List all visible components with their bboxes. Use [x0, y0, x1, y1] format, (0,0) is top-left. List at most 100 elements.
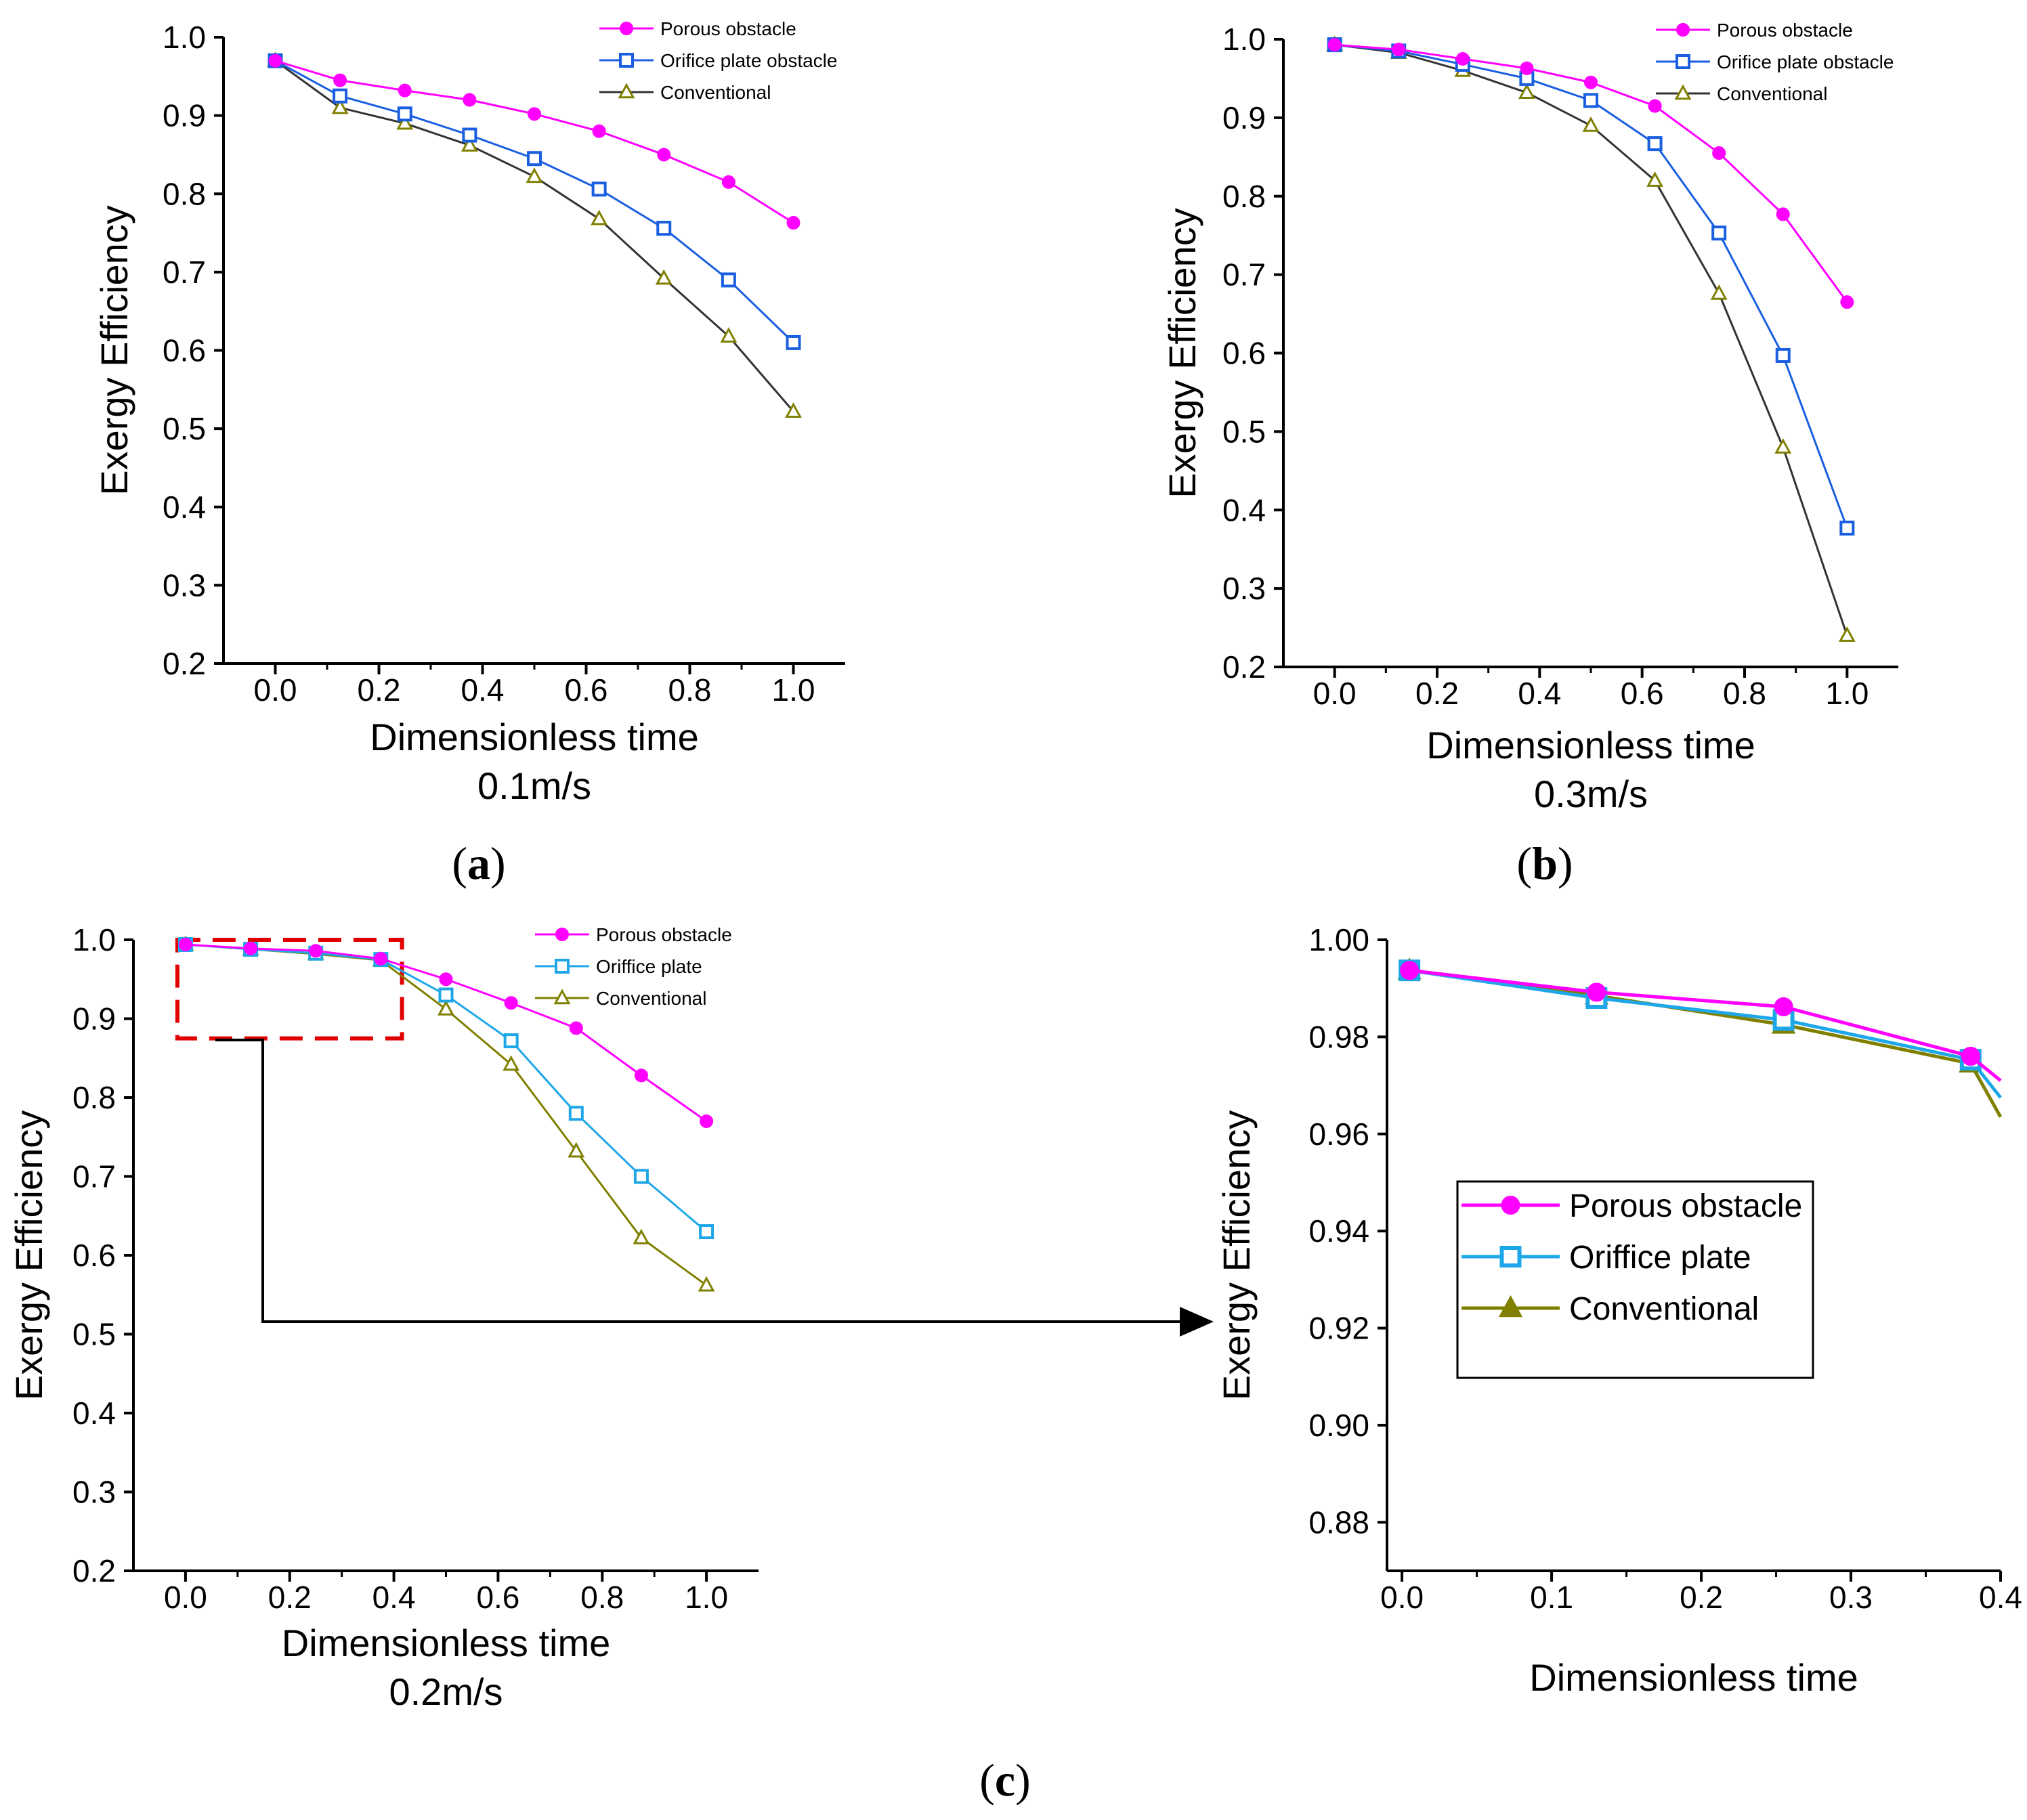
legend-marker-triangle [1498, 1295, 1523, 1318]
data-point-circle [1648, 99, 1662, 113]
y-tick-label: 0.98 [1308, 1019, 1369, 1054]
chart-subtitle: 0.2m/s [389, 1670, 503, 1713]
data-point-triangle [1582, 116, 1600, 132]
series-line-triangle [1334, 43, 1848, 636]
legend-label: Orifice plate obstacle [660, 50, 837, 71]
legend-label: Conventional [1717, 83, 1827, 104]
x-tick-label: 0.4 [1518, 676, 1561, 711]
legend-label: Porous obstacle [596, 924, 732, 945]
x-tick-label: 0.6 [1621, 676, 1664, 711]
data-point-square [721, 272, 736, 288]
data-point-square [1647, 136, 1663, 152]
chart-a: 0.2 0.3 0.4 0.5 0.6 0.7 0.8 0.9 1.0 0.0 0.2 0.4 0.6 0… [93, 18, 845, 807]
y-tick-label: 0.92 [1308, 1311, 1369, 1346]
series-line-square [274, 60, 794, 344]
legend-marker-triangle [553, 989, 571, 1005]
data-point-triangle [633, 1228, 650, 1244]
data-point-square [527, 151, 542, 167]
chart-b: 0.2 0.3 0.4 0.5 0.6 0.7 0.8 0.9 1.0 0.0 0.2 0.4 0.6 0… [1161, 20, 1898, 815]
data-point-triangle [591, 209, 608, 225]
data-point-square [633, 1169, 649, 1184]
data-point-triangle [438, 1000, 454, 1016]
y-tick-label: 0.4 [163, 490, 206, 525]
data-point-circle [592, 124, 606, 138]
series-line-circle [1409, 968, 2002, 1082]
y-tick-label: 1.0 [1222, 22, 1266, 57]
panel-label-c: (c) [979, 1754, 1031, 1806]
y-tick-label: 0.94 [1308, 1213, 1369, 1249]
legend-marker-triangle [618, 83, 635, 99]
y-tick-label: 0.3 [72, 1475, 116, 1510]
y-tick-label: 0.5 [163, 411, 206, 446]
x-tick-label: 0.3 [1829, 1580, 1873, 1615]
legend-label: Porous obstacle [1717, 20, 1853, 41]
x-tick-label: 0.0 [254, 672, 297, 708]
data-point-triangle [331, 98, 349, 114]
x-tick-label: 0.4 [461, 672, 505, 708]
data-point-square [1775, 347, 1791, 363]
legend-marker-square [1676, 54, 1690, 69]
data-point-triangle [396, 114, 414, 130]
data-point-circle [1392, 43, 1406, 57]
legend-label: Porous obstacle [1569, 1188, 1802, 1224]
y-tick-label: 1.0 [72, 922, 116, 957]
x-tick-label: 0.8 [1723, 676, 1766, 711]
x-tick-label: 1.0 [1825, 676, 1869, 711]
x-tick-label: 0.2 [1680, 1580, 1723, 1615]
chart-subtitle: 0.3m/s [1534, 773, 1648, 815]
data-point-circle [657, 148, 671, 162]
legend-marker-square [619, 53, 634, 68]
y-tick-label: 1.00 [1308, 922, 1369, 957]
y-tick-label: 0.5 [72, 1317, 116, 1352]
y-axis-title: Exergy Efficiency [93, 205, 135, 495]
data-point-square [1583, 93, 1598, 108]
data-point-square [397, 106, 412, 122]
legend-label: Orifice plate obstacle [1717, 51, 1894, 72]
y-tick-label: 0.7 [163, 255, 206, 290]
chart-c-left: 0.2 0.3 0.4 0.5 0.6 0.7 0.8 0.9 1.0 0.0 0.2 0.4 0.6 0… [7, 922, 759, 1713]
x-tick-label: 0.6 [565, 672, 608, 708]
legend-marker-triangle [1674, 84, 1692, 100]
y-tick-label: 0.8 [1222, 179, 1266, 214]
data-point-circle [504, 996, 518, 1010]
data-point-triangle [1774, 438, 1792, 454]
legend-label: Conventional [660, 82, 771, 103]
y-tick-label: 0.7 [72, 1159, 116, 1194]
data-point-circle [786, 216, 801, 230]
x-tick-label: 0.4 [372, 1580, 416, 1615]
y-tick-label: 0.9 [72, 1001, 116, 1037]
data-point-triangle [1518, 83, 1535, 100]
chart-c-zoom: 0.88 0.90 0.92 0.94 0.96 0.98 1.00 0.0 0.1 0.2 0.3… [1215, 922, 2022, 1699]
y-axis-title: Exergy Efficiency [1161, 208, 1203, 498]
zoom-connector-line [215, 1039, 1192, 1323]
data-point-square [591, 181, 607, 197]
y-tick-label: 0.6 [72, 1238, 116, 1273]
y-tick-label: 0.6 [1222, 336, 1266, 371]
x-axis-title: Dimensionless time [1529, 1656, 1858, 1699]
data-point-triangle [655, 269, 673, 285]
series-line-square [1409, 968, 2002, 1099]
y-tick-label: 1.0 [163, 20, 206, 55]
data-point-triangle [461, 136, 478, 152]
y-tick-label: 0.9 [1222, 100, 1266, 135]
x-tick-label: 0.6 [476, 1580, 519, 1615]
data-point-square [333, 88, 348, 104]
x-tick-label: 0.2 [1415, 676, 1459, 711]
data-point-square [656, 221, 672, 236]
panel-label-b: (b) [1516, 838, 1573, 889]
data-point-circle [1776, 207, 1790, 221]
y-tick-label: 0.88 [1308, 1504, 1369, 1540]
data-point-circle [244, 941, 258, 955]
chart-subtitle: 0.1m/s [477, 764, 591, 807]
y-axis-title: Exergy Efficiency [1215, 1110, 1258, 1400]
data-point-circle [463, 93, 477, 107]
y-tick-label: 0.8 [72, 1080, 116, 1115]
y-tick-label: 0.2 [1222, 649, 1266, 685]
y-axis-title: Exergy Efficiency [7, 1110, 50, 1400]
legend-marker-circle [555, 928, 569, 941]
data-point-square [1711, 225, 1727, 241]
data-point-circle [721, 175, 735, 189]
legend-marker-square [1499, 1246, 1522, 1268]
x-tick-label: 0.8 [668, 672, 712, 708]
x-axis-title: Dimensionless time [1426, 724, 1755, 766]
